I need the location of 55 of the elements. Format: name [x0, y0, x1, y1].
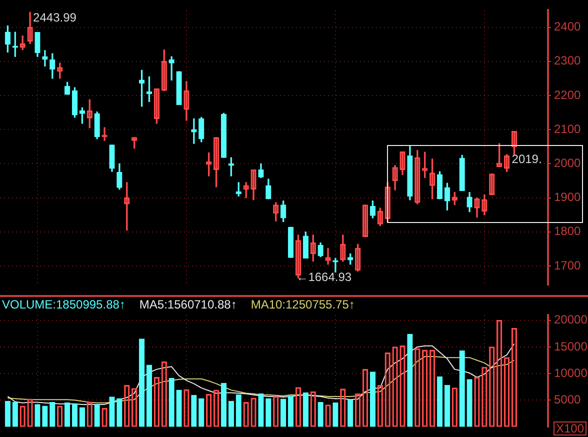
bar	[370, 372, 376, 427]
bar	[444, 384, 450, 427]
bar	[318, 402, 324, 427]
annotation: 2443.99	[33, 10, 77, 25]
y-tick-label: 5000	[554, 392, 582, 406]
bar	[348, 399, 354, 427]
bar	[466, 379, 472, 427]
y-tick-label: 2200	[554, 88, 582, 102]
bar	[72, 404, 78, 427]
bar	[407, 334, 413, 427]
bar	[228, 400, 234, 427]
bar	[168, 378, 174, 427]
bar	[79, 407, 86, 427]
y-tick-label: 20000	[554, 312, 588, 327]
y-tick-label: 2100	[554, 122, 582, 136]
bar	[109, 396, 115, 427]
bar	[4, 400, 11, 427]
bar	[191, 395, 197, 427]
annotation: ←1664.93	[296, 270, 352, 284]
y-tick-label: 2000	[554, 156, 582, 170]
bar	[64, 402, 70, 427]
bar	[12, 402, 18, 427]
bar	[302, 392, 308, 427]
bar	[42, 406, 48, 427]
candlestick	[168, 56, 174, 80]
bar	[34, 404, 40, 427]
y-tick-label: 1900	[554, 190, 582, 204]
bar	[280, 398, 286, 427]
bar	[266, 398, 272, 427]
y-tick-label: 15000	[554, 339, 588, 354]
candlestick	[191, 118, 197, 144]
bar	[146, 364, 152, 427]
bar	[198, 398, 204, 427]
annotation: 2019.	[512, 152, 542, 166]
bar	[288, 396, 294, 427]
bar	[332, 402, 338, 427]
text: MA10:1250755.75↑	[250, 297, 355, 312]
y-tick-label: 2300	[554, 54, 582, 68]
bar	[258, 393, 264, 427]
text: X100	[556, 421, 584, 436]
bar	[459, 350, 465, 427]
bar	[176, 390, 182, 427]
bar	[220, 382, 227, 427]
bar	[138, 338, 145, 427]
bar	[236, 394, 242, 427]
y-tick-label: 1700	[554, 258, 582, 272]
y-tick-label: 2400	[554, 20, 582, 34]
text: VOLUME:1850995.88↑	[2, 297, 126, 312]
text: MA5:1560710.88↑	[139, 297, 237, 312]
bar	[94, 404, 100, 427]
bar	[50, 402, 56, 427]
y-tick-label: 10000	[554, 366, 588, 380]
y-tick-label: 1800	[554, 224, 582, 238]
bar	[116, 398, 122, 427]
bar	[436, 376, 443, 427]
